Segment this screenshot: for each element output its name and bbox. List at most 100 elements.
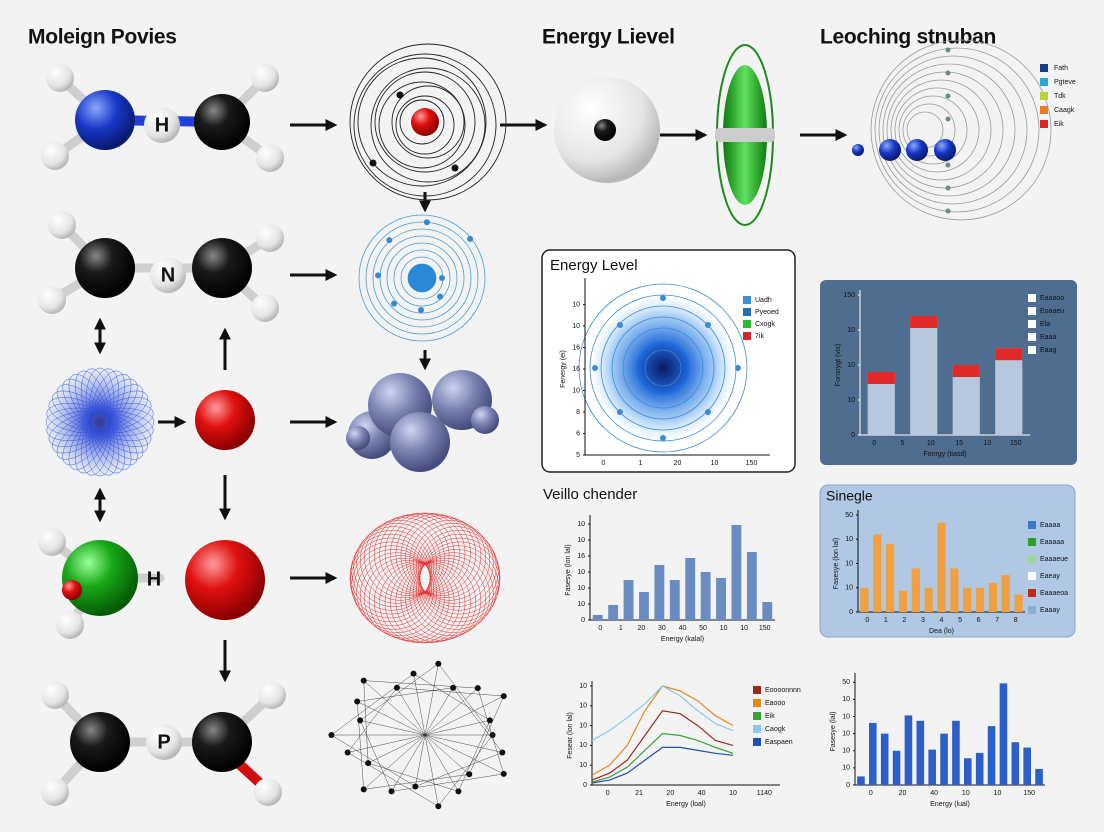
network-node — [357, 717, 364, 724]
orbit — [379, 235, 465, 321]
bar — [952, 720, 960, 785]
legend-swatch — [1040, 78, 1048, 86]
network-edge — [363, 680, 478, 689]
network-edge — [391, 773, 504, 792]
electron — [390, 300, 397, 307]
network-edge — [424, 734, 439, 807]
field-line — [351, 545, 432, 626]
network-edge — [424, 734, 503, 753]
x-tick-label: 40 — [679, 625, 687, 632]
bar — [731, 525, 742, 620]
y-tick-label: 10 — [579, 762, 587, 769]
electron — [396, 91, 404, 99]
bar — [654, 565, 665, 620]
field-line — [395, 513, 477, 595]
y-tick-label: 0 — [846, 782, 850, 789]
legend-label: Eaaaoo — [1040, 295, 1064, 302]
ring-node — [735, 365, 741, 371]
y-axis-label: Fonsrygt (vis) — [835, 344, 842, 386]
bar — [999, 683, 1008, 785]
x-tick-label: 10 — [729, 790, 737, 797]
electron — [945, 93, 951, 99]
network-edge — [396, 687, 426, 736]
bar — [916, 720, 925, 785]
bar — [608, 605, 619, 620]
field-line — [413, 523, 494, 604]
electron — [386, 237, 393, 244]
x-tick-label: 40 — [698, 790, 706, 797]
bar — [898, 590, 908, 612]
field-lines — [349, 512, 501, 644]
field-line — [353, 526, 435, 607]
x-tick-label: 6 — [977, 617, 981, 624]
field-line — [356, 523, 437, 604]
atom — [195, 390, 255, 450]
ring-node — [660, 295, 666, 301]
legend-label: Pyeoed — [755, 309, 779, 316]
network-edge — [357, 701, 426, 736]
network-node — [500, 693, 507, 700]
orbit — [374, 71, 476, 173]
orbit — [890, 79, 992, 181]
network-edge — [424, 734, 459, 792]
y-tick-label: 8 — [576, 409, 580, 416]
legend-label: Eoooonnnn — [765, 687, 801, 694]
network-edge — [368, 762, 459, 792]
bar — [639, 592, 649, 620]
electron — [945, 185, 951, 191]
nucleus — [594, 119, 616, 141]
legend-swatch — [1028, 555, 1036, 563]
legend-swatch — [1028, 346, 1036, 354]
x-tick-label: 10 — [984, 440, 992, 447]
orbit — [365, 221, 479, 335]
field-line — [349, 537, 431, 619]
network-node — [360, 677, 367, 684]
bar — [873, 534, 882, 612]
orbit — [372, 228, 472, 328]
network-edge — [363, 734, 426, 790]
legend-label: Easpaen — [765, 739, 793, 746]
bar — [669, 580, 680, 620]
y-axis-label: Fasesye (lon lal) — [833, 538, 840, 589]
y-tick-label: 10 — [579, 703, 587, 710]
panel — [819, 484, 1076, 638]
atom-label: N — [161, 264, 175, 286]
legend-swatch — [1028, 294, 1036, 302]
y-tick-label: 10 — [577, 537, 585, 544]
orbit — [391, 85, 465, 159]
x-tick-label: 10 — [740, 625, 748, 632]
ring — [578, 283, 748, 453]
nucleus — [408, 264, 436, 292]
x-tick-label: 5 — [901, 440, 905, 447]
orbit — [874, 47, 1040, 213]
bar — [869, 722, 877, 785]
legend-swatch — [1028, 538, 1036, 546]
x-tick-label: 0 — [606, 790, 610, 797]
atom-label: H — [155, 114, 169, 136]
energy-blob — [593, 298, 733, 438]
bar — [963, 587, 972, 612]
x-tick-label: 20 — [899, 790, 907, 797]
legend-label: 7ik — [755, 333, 764, 340]
legend-label: Fath — [1054, 65, 1068, 72]
x-tick-label: 1 — [884, 617, 888, 624]
electron — [423, 219, 430, 226]
x-tick-label: 10 — [711, 460, 719, 467]
legend-label: Eaeay — [1040, 573, 1060, 580]
network-edge — [357, 687, 454, 702]
orbit — [358, 214, 486, 342]
bar — [886, 544, 895, 612]
network-edge — [347, 687, 398, 753]
network-edge — [363, 680, 426, 736]
field-line — [350, 541, 431, 623]
bar — [975, 587, 985, 612]
bar — [685, 558, 696, 620]
y-tick-label: 10 — [847, 397, 855, 404]
legend-label: Caogk — [765, 726, 786, 733]
orbit — [370, 67, 486, 183]
legend-label: Tdk — [1054, 93, 1066, 100]
network-node — [344, 749, 351, 756]
field-line — [364, 517, 445, 599]
